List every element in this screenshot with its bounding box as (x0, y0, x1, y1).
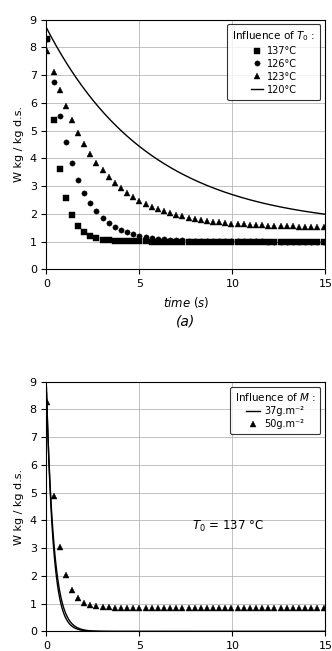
Text: (a): (a) (176, 314, 196, 328)
Y-axis label: W kg / kg d.s.: W kg / kg d.s. (14, 106, 24, 182)
Legend: 137°C, 126°C, 123°C, 120°C: 137°C, 126°C, 123°C, 120°C (227, 24, 320, 100)
Legend: 37g.m⁻², 50g.m⁻²: 37g.m⁻², 50g.m⁻² (230, 387, 320, 434)
Text: $T_0$ = 137 °C: $T_0$ = 137 °C (192, 519, 264, 534)
X-axis label: $\it{time}$ $\it{(s)}$: $\it{time}$ $\it{(s)}$ (163, 295, 209, 310)
Y-axis label: W kg / kg d.s.: W kg / kg d.s. (14, 469, 24, 545)
